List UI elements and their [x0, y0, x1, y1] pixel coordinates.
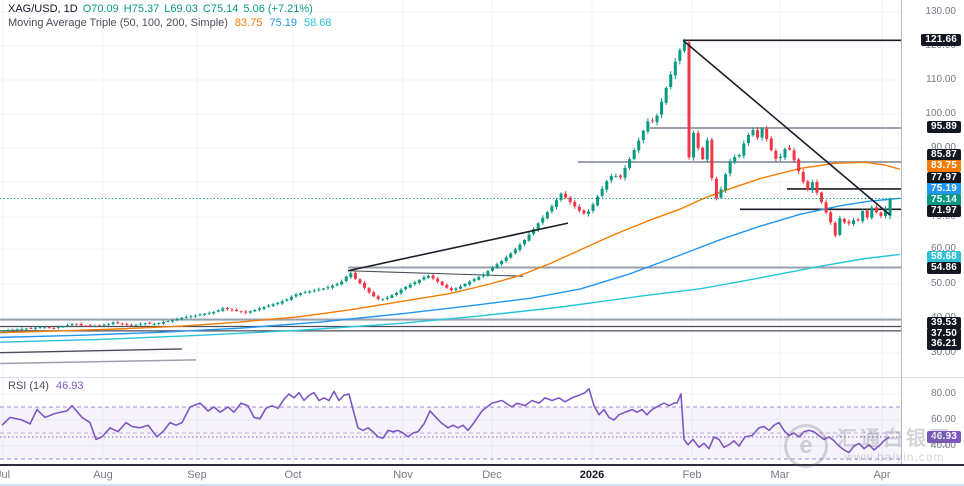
- ma200-line: [0, 253, 901, 343]
- ma100-value: 75.19: [269, 17, 297, 29]
- price-label-75.19: 75.19: [926, 183, 961, 195]
- ohlc-close: C75.14: [202, 3, 239, 15]
- time-label-Oct: Oct: [284, 469, 302, 481]
- price-label-37.50: 37.50: [926, 328, 961, 340]
- time-label-Mar: Mar: [770, 469, 790, 481]
- ma100-series: [0, 197, 901, 339]
- ma50-series: [0, 161, 901, 334]
- rsi-line: [1, 387, 890, 454]
- rsi-indicator-title: RSI (14): [8, 380, 49, 392]
- ohlc-open: O70.09: [82, 3, 119, 15]
- price-label-75.14: 75.14: [926, 194, 961, 206]
- gridlines: [0, 0, 902, 464]
- rsi-tick-40.00: 40.00: [930, 440, 956, 451]
- price-label-77.97: 77.97: [926, 172, 961, 184]
- price-tick-50.00: 50.00: [930, 278, 956, 289]
- ohlc-low: L69.03: [164, 3, 198, 15]
- trendlines: [347, 39, 891, 272]
- price-label-121.66: 121.66: [921, 34, 961, 46]
- ma-indicator-title: Moving Average Triple (50, 100, 200, Sim…: [8, 17, 228, 29]
- rsi-tick-80.00: 80.00: [930, 388, 956, 399]
- price-label-58.68: 58.68: [926, 251, 961, 263]
- price-tick-110.00: 110.00: [926, 74, 956, 85]
- time-axis[interactable]: Jul Aug Sep Oct Nov Dec 2026 Feb Mar Apr: [0, 466, 964, 486]
- ma200-value: 58.68: [303, 17, 332, 29]
- price-tick-30.00: 30.00: [930, 347, 956, 358]
- symbol-legend[interactable]: XAG/USD, 1D O70.09 H75.37 L69.03 C75.14 5.06 …: [8, 3, 313, 15]
- ma50-value: 83.75: [234, 17, 263, 29]
- pane-divider[interactable]: [0, 377, 964, 378]
- rsi-series: [0, 387, 902, 454]
- price-axis-separator: [901, 0, 902, 464]
- time-label-Nov: Nov: [393, 469, 413, 481]
- price-label-85.87: 85.87: [926, 149, 961, 161]
- price-label-71.97: 71.97: [926, 205, 961, 217]
- level-lines: [0, 39, 902, 365]
- price-tick-90.00: 90.00: [930, 142, 956, 153]
- price-axis[interactable]: 130.00120.00110.00100.0090.0080.0070.006…: [902, 0, 964, 464]
- rsi-value-label: 46.93: [926, 431, 961, 443]
- candlesticks: [2, 38, 892, 334]
- price-tick-130.00: 130.00: [925, 6, 956, 17]
- price-label-95.89: 95.89: [926, 121, 961, 133]
- ma-indicator-legend[interactable]: Moving Average Triple (50, 100, 200, Sim…: [8, 17, 332, 29]
- ohlc-high: H75.37: [123, 3, 160, 15]
- rsi-bands: [0, 406, 902, 460]
- time-label-Sep: Sep: [187, 469, 207, 481]
- ma100-line: [0, 197, 901, 339]
- price-label-36.21: 36.21: [926, 338, 961, 350]
- price-tick-100.00: 100.00: [925, 108, 956, 119]
- time-label-Jul: Jul: [0, 469, 11, 481]
- time-axis-separator: [0, 464, 964, 466]
- rsi-indicator-legend[interactable]: RSI (14) 46.93: [8, 380, 84, 392]
- ma200-series: [0, 253, 901, 343]
- time-label-2026: 2026: [579, 469, 605, 481]
- symbol-title: XAG/USD, 1D: [8, 3, 78, 15]
- time-label-Feb: Feb: [682, 469, 702, 481]
- window-bottom-edge: [0, 484, 964, 486]
- time-label-Dec: Dec: [482, 469, 502, 481]
- time-label-Aug: Aug: [93, 469, 113, 481]
- change-value: 5.06 (+7.21%): [243, 3, 313, 15]
- price-label-54.86: 54.86: [926, 262, 961, 274]
- price-label-39.53: 39.53: [926, 317, 961, 329]
- price-label-83.75: 83.75: [926, 160, 961, 172]
- time-label-Apr: Apr: [873, 469, 891, 481]
- rsi-tick-60.00: 60.00: [930, 414, 956, 425]
- ma50-line: [0, 161, 901, 334]
- price-tick-60.00: 60.00: [930, 243, 956, 254]
- rsi-value: 46.93: [55, 380, 84, 392]
